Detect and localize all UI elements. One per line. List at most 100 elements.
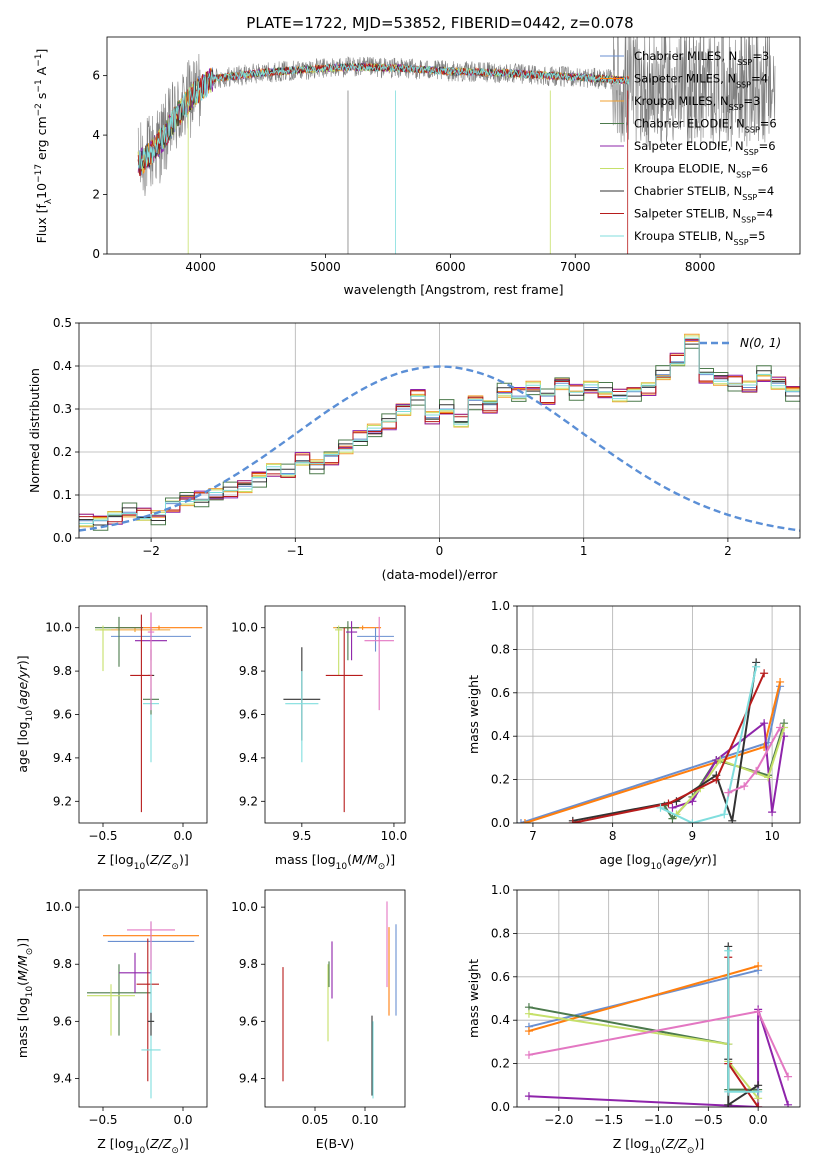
x-axis-label-part: 10 xyxy=(649,1146,661,1156)
legend-sub: SSP xyxy=(729,103,744,112)
weight-marker xyxy=(784,1072,793,1081)
axes-frame xyxy=(78,322,801,539)
x-tick-label: −2 xyxy=(142,544,160,558)
y-tick-label: 6 xyxy=(92,69,100,83)
errorbar-point xyxy=(336,621,359,661)
y-tick-label: 9.6 xyxy=(239,1014,258,1028)
weight-marker xyxy=(688,819,697,823)
x-tick-label: −1.0 xyxy=(644,1113,673,1127)
y-tick-label: 9.4 xyxy=(239,1071,258,1085)
y-tick-label: 0.3 xyxy=(53,402,72,416)
plot-area-age-vs-mass xyxy=(283,616,394,813)
legend-entry: Chabrier STELIB, NSSP=4 xyxy=(634,184,774,202)
x-tick-label: 1 xyxy=(580,544,588,558)
errorbar-point xyxy=(119,952,151,993)
weight-marker xyxy=(520,819,529,823)
weight-marker xyxy=(656,803,665,812)
errorbar-point xyxy=(147,612,155,711)
legend-entry: Salpeter STELIB, NSSP=4 xyxy=(634,207,773,225)
legend: Chabrier MILES, NSSP=3 Salpeter MILES, NS… xyxy=(600,49,777,247)
y-tick-label: 10.0 xyxy=(231,621,258,635)
y-axis-label-part: )] xyxy=(15,938,30,948)
plot-area-mass-vs-Z xyxy=(87,921,199,1099)
x-tick-label: 0.10 xyxy=(352,1113,379,1127)
y-tick-label: 0.2 xyxy=(491,773,510,787)
weight-marker xyxy=(716,756,725,765)
chart-spectrum: 4000 5000 6000 7000 8000 0 2 4 6 wavelength [Angs… xyxy=(34,36,801,297)
x-tick-label: −0.5 xyxy=(88,829,117,843)
x-axis-label-part: ( xyxy=(662,852,667,867)
y-tick-label: 9.8 xyxy=(53,957,72,971)
weight-marker xyxy=(724,1100,733,1107)
weight-marker xyxy=(760,719,769,728)
plot-area-spectrum xyxy=(137,37,776,254)
x-tick-label: 9.5 xyxy=(292,829,311,843)
weight-series xyxy=(528,1009,789,1107)
y-axis-label-part: −2 xyxy=(34,103,44,116)
x-axis-label-part: age [log xyxy=(599,852,650,867)
x-axis-label: mass [log10(M/M⊙)] xyxy=(275,852,395,872)
y-axis-label-part: −17 xyxy=(34,164,44,183)
y-tick-label: 9.4 xyxy=(53,751,72,765)
axes-frame xyxy=(78,605,208,824)
x-axis-label: Z [log10(Z/Z⊙)] xyxy=(97,852,188,872)
y-tick-label: 9.8 xyxy=(239,957,258,971)
legend-eq: =6 xyxy=(751,162,768,176)
y-tick-label: 0.6 xyxy=(491,970,510,984)
chart-mass-vs-Z: −0.5 0.09.49.69.810.0Z [log10(Z/Z⊙)]mass … xyxy=(15,889,208,1156)
x-tick-label: 0.0 xyxy=(173,1113,192,1127)
y-tick-label: 0.6 xyxy=(491,686,510,700)
legend-sub: SSP xyxy=(734,238,749,247)
x-axis-label-part: 10 xyxy=(651,862,663,872)
weight-marker xyxy=(784,1100,793,1107)
errorbar-point xyxy=(99,627,171,633)
legend-entry: Salpeter MILES, NSSP=4 xyxy=(634,72,768,90)
y-tick-label: 0.2 xyxy=(53,445,72,459)
y-tick-label: 0.4 xyxy=(491,729,510,743)
y-tick-label: 2 xyxy=(92,188,100,202)
x-tick-label: 10 xyxy=(764,829,779,843)
y-axis-label: mass weight xyxy=(466,675,481,754)
errorbar-point xyxy=(127,921,175,970)
y-tick-label: 9.6 xyxy=(53,1014,72,1028)
x-tick-label: 8000 xyxy=(685,260,716,274)
plot-area-age-vs-Z xyxy=(95,612,203,813)
errorbar-point xyxy=(95,616,143,667)
y-axis-label-part: −1 xyxy=(34,54,44,67)
y-tick-label: 9.8 xyxy=(239,664,258,678)
legend-model-name: Chabrier STELIB, N xyxy=(634,184,742,198)
y-axis-label-part: ⊙ xyxy=(25,948,35,956)
legend-entry: Chabrier MILES, NSSP=3 xyxy=(634,49,769,67)
x-axis-label: wavelength [Angstrom, rest frame] xyxy=(343,282,563,297)
axes-frame xyxy=(516,605,801,824)
y-axis-label-part: λ xyxy=(44,198,54,204)
x-axis-label-part: M/M xyxy=(352,852,378,867)
y-axis-label-part: mass weight xyxy=(466,959,481,1038)
x-axis-label-part: 10 xyxy=(134,1146,146,1156)
y-axis-label-part: age/yr xyxy=(15,664,30,705)
x-axis-label-part: wavelength [Angstrom, rest frame] xyxy=(343,282,563,297)
legend-sub: SSP xyxy=(736,170,751,179)
legend-entry: Kroupa ELODIE, NSSP=6 xyxy=(634,162,768,180)
x-tick-label: 9 xyxy=(689,829,697,843)
histogram-step xyxy=(79,333,800,528)
weight-series xyxy=(727,727,781,794)
weight-series xyxy=(528,965,759,1032)
y-axis-label: Flux [fλ10−17 erg cm−2 s−1 A−1] xyxy=(34,49,54,244)
plot-layer: 4000 5000 6000 7000 8000 0 2 4 6 wavelength [Angs… xyxy=(15,36,801,1156)
x-tick-label: 0.0 xyxy=(173,829,192,843)
axes-frame xyxy=(264,889,406,1108)
legend-entry: Chabrier ELODIE, NSSP=6 xyxy=(634,117,777,135)
legend-entry: Kroupa MILES, NSSP=3 xyxy=(634,94,760,112)
weight-marker xyxy=(720,810,729,819)
chart-mass-vs-ebv: 0.05 0.10 9.4 9.6 9.8 10.0 E(B-V) xyxy=(231,889,406,1151)
weight-marker xyxy=(754,1087,763,1096)
errorbar-point xyxy=(130,614,153,813)
x-axis-label-part: ⊙ xyxy=(171,1146,179,1156)
y-tick-label: 9.4 xyxy=(53,1071,72,1085)
weight-marker xyxy=(724,788,733,797)
legend-model-name: Chabrier ELODIE, N xyxy=(634,117,745,131)
model-spectrum xyxy=(137,62,630,170)
legend-model-name: Salpeter STELIB, N xyxy=(634,207,741,221)
